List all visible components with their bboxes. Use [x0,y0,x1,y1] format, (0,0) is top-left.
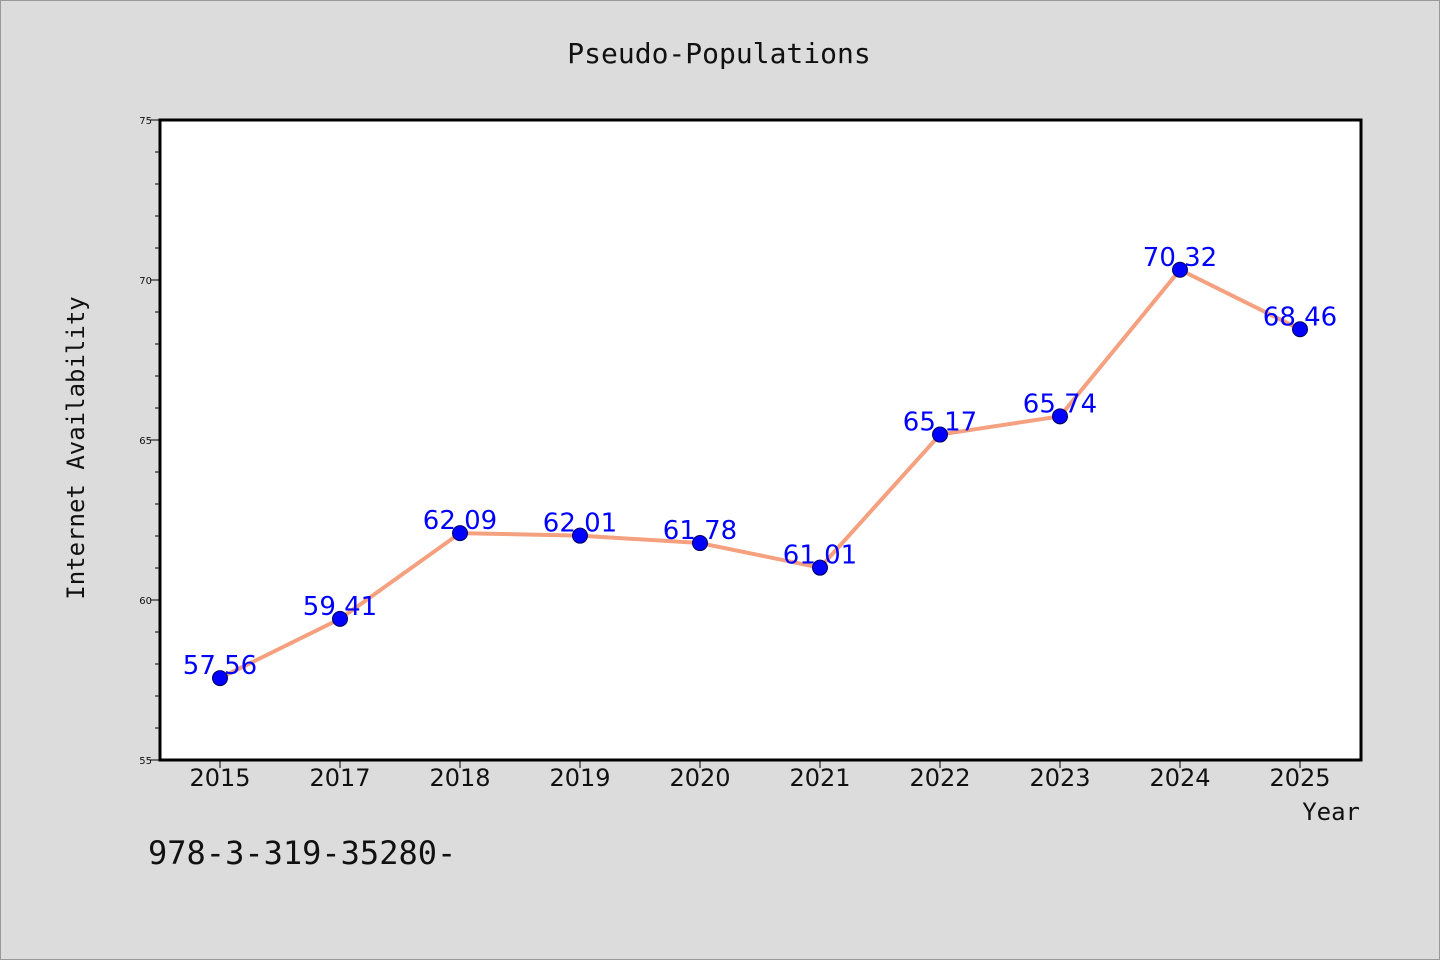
y-tick-label: 60 [139,596,152,607]
series-line [218,267,1302,681]
data-point [572,527,588,544]
data-point [692,535,708,552]
chart-title: Pseudo-Populations [567,37,870,70]
x-tick-label: 2022 [909,764,970,792]
data-label: 65.17 [903,408,977,438]
y-axis: 55 60 65 70 75 [139,116,160,767]
data-point [812,559,828,576]
footnote-isbn: 978-3-319-35280- [148,834,456,872]
data-point [332,610,348,627]
x-tick-label: 2020 [669,764,730,792]
y-axis-label: Internet Availability [62,296,90,599]
y-tick-label: 75 [139,116,152,127]
y-tick-label: 65 [139,436,152,447]
x-tick-label: 2018 [429,764,490,792]
data-label: 62.09 [423,506,497,536]
x-axis-label: Year [1302,798,1360,826]
data-label: 59.41 [303,592,377,622]
x-axis: 2015 2017 2018 2019 2020 2021 2022 2023 2024 2025 [189,760,1331,792]
y-tick-label: 55 [139,756,152,767]
data-label: 70.32 [1143,243,1217,273]
x-tick-label: 2021 [789,764,850,792]
data-label: 65.74 [1023,389,1097,419]
data-point [452,525,468,542]
data-point [1052,408,1068,425]
x-tick-label: 2025 [1269,764,1330,792]
y-tick-label: 70 [139,276,152,287]
x-tick-label: 2015 [189,764,250,792]
x-tick-label: 2019 [549,764,610,792]
data-label: 61.01 [783,541,857,571]
data-point [932,426,948,443]
x-tick-label: 2024 [1149,764,1210,792]
data-label: 68.46 [1263,302,1337,332]
data-point [1172,261,1188,278]
x-tick-label: 2023 [1029,764,1090,792]
plot-area [158,118,1363,762]
data-label: 62.01 [543,509,617,539]
series-markers [212,261,1308,687]
x-tick-label: 2017 [309,764,370,792]
data-label: 61.78 [663,516,737,546]
data-point [1292,321,1308,338]
data-point [212,670,228,687]
data-label: 57.56 [183,651,257,681]
data-labels: 57.56 59.41 62.09 62.01 61.78 61.01 65.17 65.74… [183,243,1337,681]
